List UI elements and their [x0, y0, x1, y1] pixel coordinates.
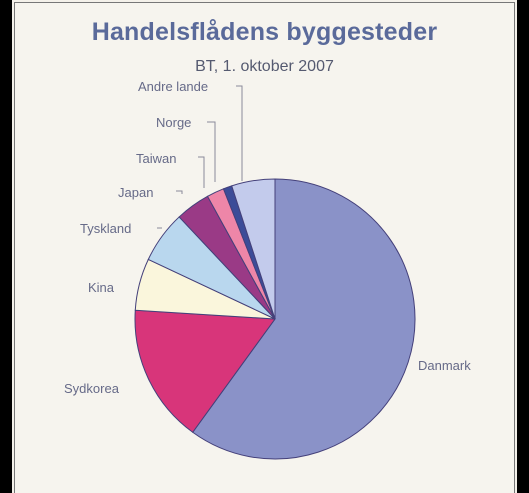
slice-label-japan: Japan	[118, 185, 153, 200]
leader-line-japan	[176, 190, 183, 194]
slice-labels: Danmark Sydkorea Kina Tyskland Japan Taiwan No…	[64, 79, 471, 396]
chart-title: Handelsflådens byggesteder	[91, 18, 438, 46]
pie-slices	[134, 178, 416, 460]
slice-label-andre-lande: Andre lande	[138, 79, 208, 94]
leader-line-andre-lande	[236, 85, 243, 181]
slice-label-norge: Norge	[156, 115, 191, 130]
slice-label-tyskland: Tyskland	[80, 221, 131, 236]
slice-label-danmark: Danmark	[418, 358, 471, 373]
slice-label-taiwan: Taiwan	[136, 151, 176, 166]
leader-lines	[157, 85, 243, 229]
slice-label-sydkorea: Sydkorea	[64, 381, 120, 396]
chart-subtitle: BT, 1. oktober 2007	[195, 58, 334, 75]
pie-slice-sydkorea	[134, 309, 276, 433]
leader-line-norge	[207, 121, 216, 182]
slice-label-kina: Kina	[88, 280, 115, 295]
pie-slice-danmark	[192, 178, 416, 460]
pie-slice-andre-lande	[231, 178, 276, 320]
leader-line-taiwan	[198, 156, 205, 188]
